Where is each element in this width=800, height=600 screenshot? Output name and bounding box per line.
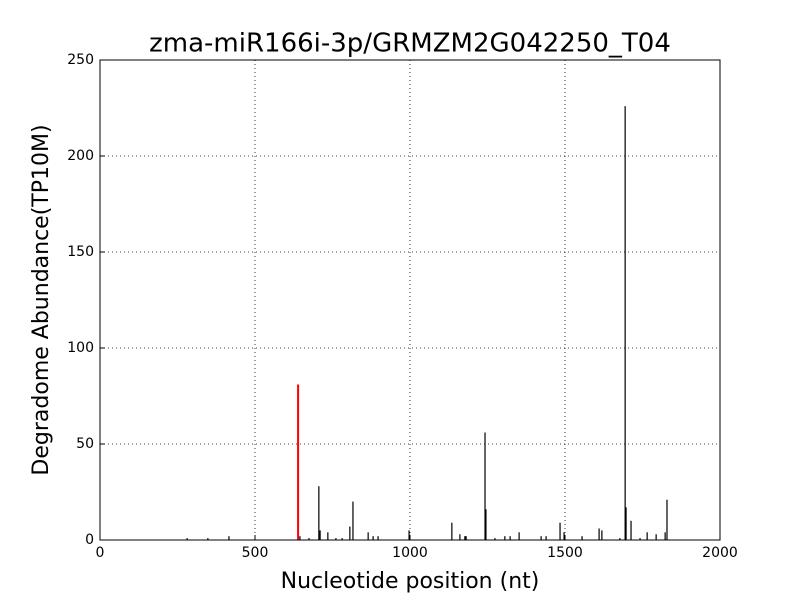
y-tick-label: 100 (67, 340, 94, 356)
y-tick-label: 0 (85, 532, 94, 548)
y-axis-label: Degradome Abundance(TP10M) (29, 124, 54, 475)
x-tick-label: 1000 (392, 545, 428, 561)
x-tick-label: 500 (242, 545, 269, 561)
x-tick-label: 0 (96, 545, 105, 561)
y-tick-label: 250 (67, 52, 94, 68)
x-axis-label: Nucleotide position (nt) (281, 569, 540, 594)
plot-frame (99, 59, 721, 541)
x-tick-label: 1500 (547, 545, 583, 561)
chart-title: zma-miR166i-3p/GRMZM2G042250_T04 (149, 29, 671, 59)
y-tick-label: 50 (76, 436, 94, 452)
y-tick-label: 150 (67, 244, 94, 260)
y-tick-label: 200 (67, 148, 94, 164)
x-tick-label: 2000 (702, 545, 738, 561)
